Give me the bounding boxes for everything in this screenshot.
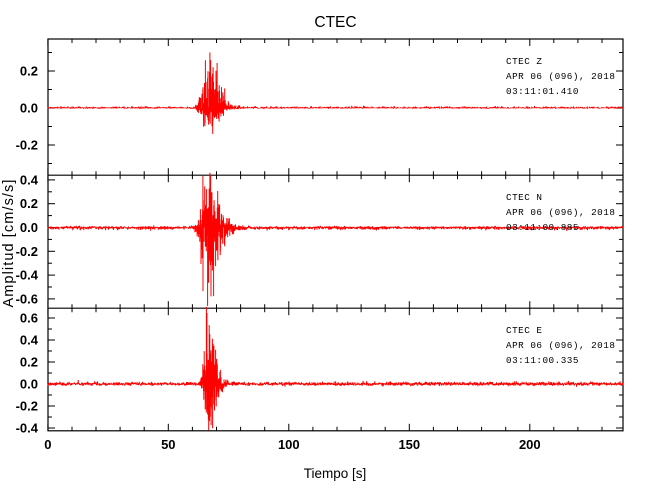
svg-text:0.2: 0.2 (20, 64, 38, 79)
svg-text:0: 0 (44, 437, 51, 452)
svg-text:Amplitud [cm/s/s]: Amplitud [cm/s/s] (1, 178, 17, 307)
svg-text:APR 06 (096), 2018: APR 06 (096), 2018 (506, 340, 615, 351)
svg-text:50: 50 (161, 437, 175, 452)
svg-text:Tiempo [s]: Tiempo [s] (304, 466, 367, 481)
svg-text:200: 200 (519, 437, 541, 452)
svg-text:APR 06 (096), 2018: APR 06 (096), 2018 (506, 71, 615, 82)
svg-text:CTEC E: CTEC E (506, 325, 542, 336)
svg-text:150: 150 (398, 437, 420, 452)
svg-text:-0.2: -0.2 (16, 138, 38, 153)
svg-text:-0.4: -0.4 (16, 421, 39, 436)
svg-text:0.4: 0.4 (20, 172, 39, 187)
svg-text:0.4: 0.4 (20, 333, 39, 348)
svg-text:100: 100 (278, 437, 300, 452)
svg-text:03:11:00.335: 03:11:00.335 (506, 355, 579, 366)
svg-text:0.2: 0.2 (20, 196, 38, 211)
svg-text:0.6: 0.6 (20, 311, 38, 326)
svg-text:0.0: 0.0 (20, 101, 38, 116)
svg-text:0.2: 0.2 (20, 355, 38, 370)
svg-text:-0.4: -0.4 (16, 268, 39, 283)
svg-text:-0.2: -0.2 (16, 399, 38, 414)
svg-text:03:11:00.885: 03:11:00.885 (506, 222, 579, 233)
svg-text:CTEC Z: CTEC Z (506, 56, 542, 67)
svg-text:03:11:01.410: 03:11:01.410 (506, 86, 579, 97)
svg-text:0.0: 0.0 (20, 220, 38, 235)
svg-text:APR 06 (096), 2018: APR 06 (096), 2018 (506, 207, 615, 218)
svg-text:CTEC N: CTEC N (506, 192, 542, 203)
svg-text:-0.2: -0.2 (16, 244, 38, 259)
svg-text:-0.6: -0.6 (16, 291, 38, 306)
svg-text:CTEC: CTEC (314, 14, 356, 31)
svg-text:0.0: 0.0 (20, 377, 38, 392)
